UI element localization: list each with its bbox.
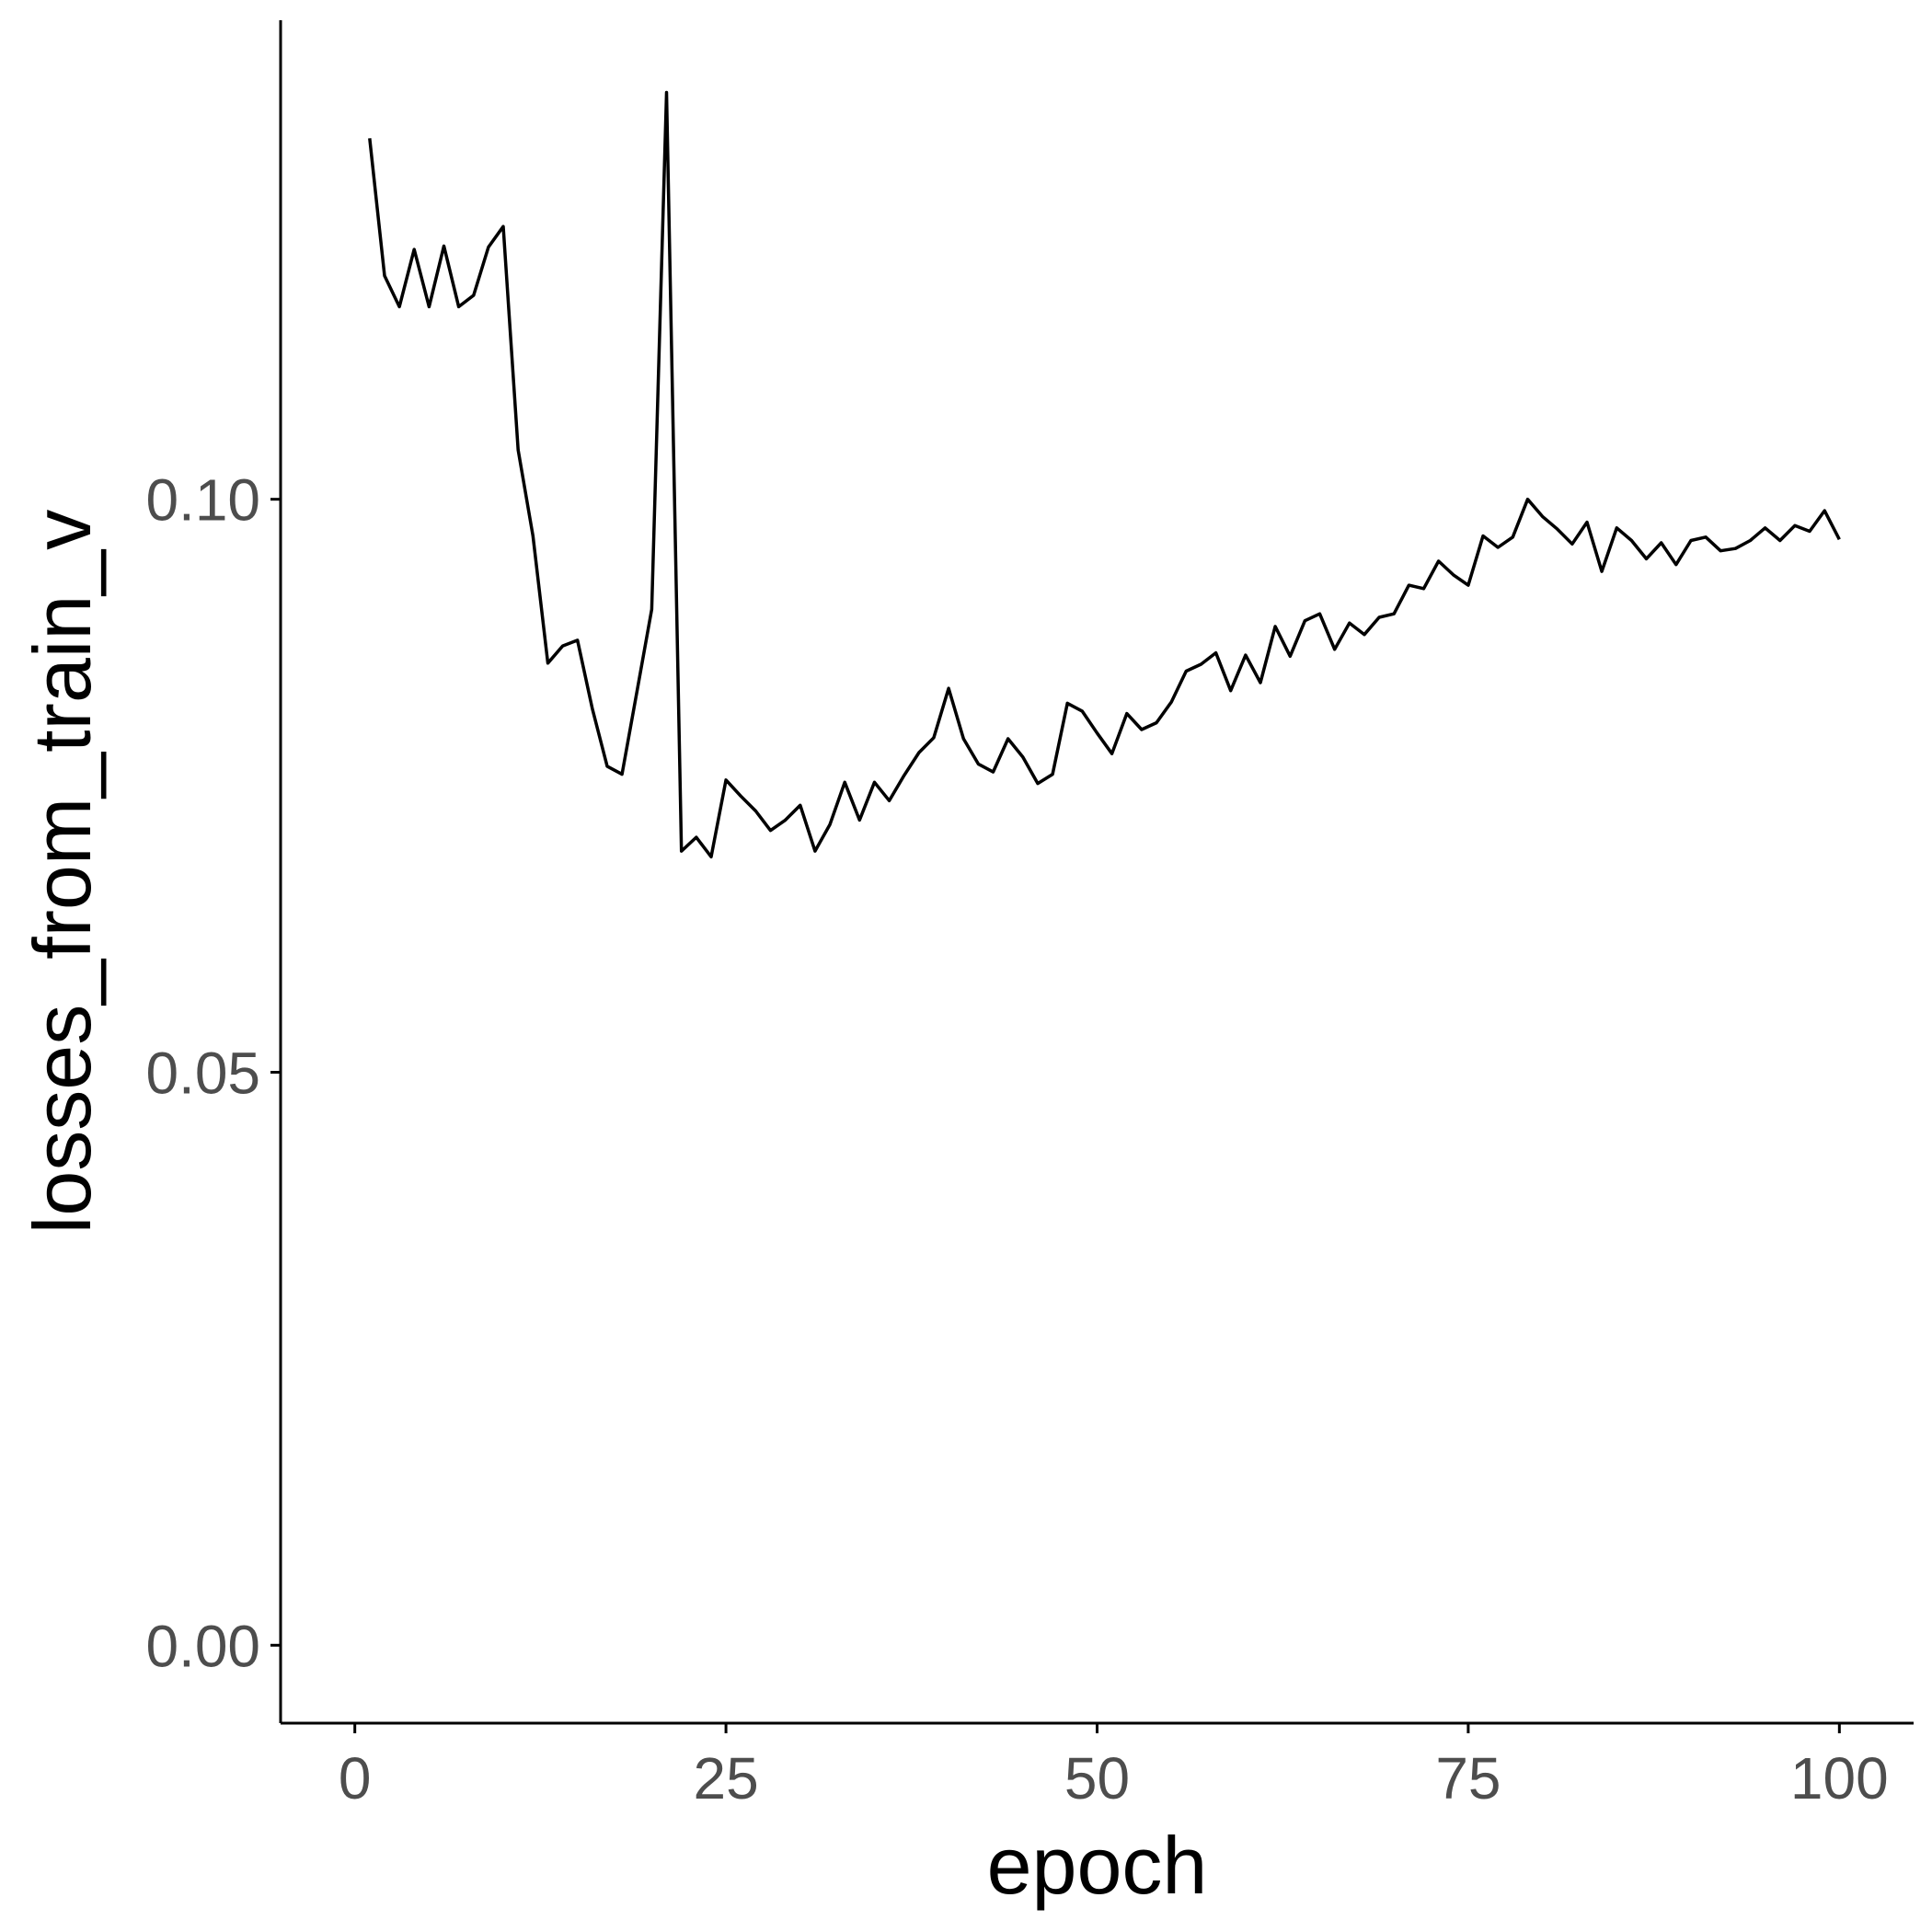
- y-axis-title: losses_from_train_v: [17, 510, 108, 1234]
- plot-area: [368, 90, 1841, 859]
- y-tick-label: 0.00: [145, 1613, 260, 1679]
- y-axis-ticks: 0.00 0.05 0.10: [145, 467, 281, 1679]
- y-tick-label: 0.05: [145, 1040, 260, 1106]
- x-axis-ticks: 0 25 50 75 100: [339, 1723, 1889, 1811]
- x-tick-label: 50: [1064, 1745, 1130, 1811]
- y-tick-label: 0.10: [145, 467, 260, 534]
- x-axis-title: epoch: [987, 1820, 1208, 1911]
- series-line: [368, 90, 1841, 859]
- x-tick-label: 0: [339, 1745, 372, 1811]
- x-tick-label: 100: [1790, 1745, 1889, 1811]
- x-tick-label: 25: [693, 1745, 758, 1811]
- x-tick-label: 75: [1435, 1745, 1501, 1811]
